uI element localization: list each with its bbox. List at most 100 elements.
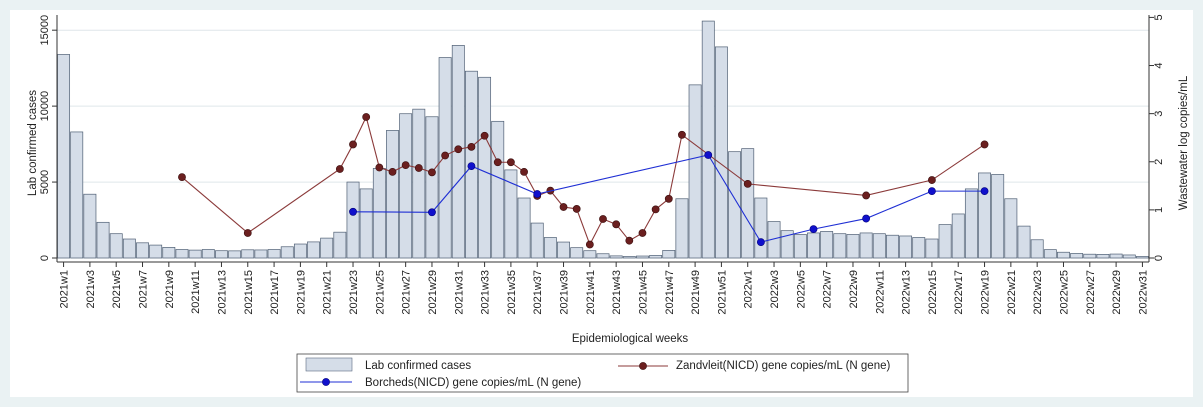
bar bbox=[807, 232, 820, 259]
series-marker bbox=[559, 203, 568, 211]
bar bbox=[1109, 253, 1123, 259]
bar bbox=[478, 76, 492, 259]
y-axis-right-label: Wastewater log copies/mL bbox=[1178, 75, 1190, 210]
bar bbox=[636, 255, 649, 259]
series-marker bbox=[756, 238, 765, 247]
x-tick-label: 2021w49 bbox=[690, 270, 702, 315]
bar bbox=[912, 237, 926, 259]
y-left-tick-label: 10000 bbox=[39, 91, 51, 122]
series-marker bbox=[599, 215, 607, 223]
y-left-tick-label: 5000 bbox=[39, 170, 51, 194]
legend-zandvleit-marker bbox=[639, 362, 647, 370]
bar bbox=[162, 247, 176, 259]
bar bbox=[1083, 253, 1097, 259]
series-marker bbox=[467, 162, 476, 170]
bar bbox=[504, 169, 518, 259]
series-marker bbox=[493, 158, 502, 167]
y-left-tick-label: 15000 bbox=[39, 15, 51, 46]
bar bbox=[833, 233, 847, 259]
x-tick-label: 2022w27 bbox=[1085, 270, 1097, 315]
bar bbox=[83, 193, 97, 259]
x-tick-label: 2021w15 bbox=[243, 270, 255, 315]
x-tick-label: 2021w13 bbox=[216, 270, 228, 315]
legend-bar-swatch bbox=[305, 357, 353, 372]
x-tick-label: 2021w29 bbox=[427, 270, 439, 315]
series-marker bbox=[533, 190, 542, 198]
x-tick-label: 2022w19 bbox=[980, 270, 992, 315]
bar bbox=[754, 197, 768, 259]
bar bbox=[70, 131, 84, 259]
series-marker bbox=[375, 163, 384, 172]
series-marker bbox=[585, 240, 594, 249]
bar bbox=[346, 181, 360, 259]
legend-box bbox=[296, 353, 909, 393]
bar bbox=[491, 120, 505, 259]
x-tick-label: 2022w7 bbox=[822, 270, 834, 309]
x-tick-label: 2022w17 bbox=[953, 270, 965, 315]
x-tick-label: 2022w23 bbox=[1032, 270, 1044, 315]
y-right-tick-label: 0 bbox=[1153, 255, 1165, 261]
x-tick-label: 2021w23 bbox=[348, 270, 360, 315]
bar bbox=[846, 234, 860, 259]
series-marker bbox=[980, 140, 989, 149]
x-tick-label: 2021w45 bbox=[637, 270, 649, 315]
lines-layer bbox=[178, 113, 989, 249]
series-marker bbox=[928, 187, 936, 196]
series-marker bbox=[467, 142, 476, 151]
x-tick-label: 2021w37 bbox=[532, 270, 544, 315]
series-marker bbox=[414, 164, 423, 172]
x-tick-label: 2021w7 bbox=[138, 270, 150, 309]
x-tick-label: 2021w21 bbox=[322, 270, 334, 315]
x-tick-label: 2022w15 bbox=[927, 270, 939, 315]
series-marker bbox=[651, 205, 660, 214]
series-marker bbox=[678, 130, 686, 139]
series-marker bbox=[638, 229, 647, 237]
x-tick-label: 2021w25 bbox=[374, 270, 386, 315]
bar bbox=[149, 244, 163, 259]
bar bbox=[728, 151, 741, 259]
bar bbox=[557, 241, 570, 259]
x-tick-label: 2022w13 bbox=[901, 270, 913, 315]
bar bbox=[925, 238, 939, 259]
x-axis-label: Epidemiological weeks bbox=[572, 333, 689, 345]
x-tick-label: 2022w5 bbox=[795, 270, 807, 309]
x-tick-label: 2021w35 bbox=[506, 270, 518, 315]
bar bbox=[122, 238, 136, 259]
series-marker bbox=[743, 179, 752, 188]
series-marker bbox=[612, 220, 621, 229]
series-marker bbox=[428, 208, 436, 217]
series-marker bbox=[980, 187, 989, 196]
bar bbox=[241, 249, 255, 259]
axes-layer: 0 5000 10000 15000 0 1 2 3 4 5 2021w1 2021w3 2021w5 2… bbox=[39, 14, 1165, 314]
bar bbox=[267, 249, 281, 259]
y-axis-left-label: Lab confirmed cases bbox=[27, 90, 39, 196]
y-right-tick-label: 5 bbox=[1153, 14, 1165, 20]
bar bbox=[543, 237, 557, 259]
legend-label-cases: Lab confirmed cases bbox=[365, 360, 471, 372]
series-marker bbox=[454, 145, 463, 154]
x-tick-label: 2021w41 bbox=[585, 270, 597, 315]
x-tick-label: 2022w21 bbox=[1006, 270, 1018, 315]
series-line bbox=[353, 154, 985, 243]
bar bbox=[938, 224, 952, 259]
bar bbox=[886, 234, 899, 259]
x-tick-label: 2021w31 bbox=[453, 270, 465, 315]
bar bbox=[701, 20, 715, 259]
bar bbox=[609, 255, 623, 259]
bar bbox=[359, 188, 373, 259]
bar bbox=[741, 148, 755, 259]
bar bbox=[767, 221, 781, 259]
bar bbox=[570, 247, 584, 259]
bar bbox=[649, 255, 663, 259]
bar bbox=[386, 130, 399, 259]
x-tick-label: 2022w1 bbox=[743, 270, 755, 309]
bar bbox=[991, 174, 1005, 259]
series-marker bbox=[401, 161, 410, 170]
bar bbox=[859, 232, 873, 259]
bar bbox=[188, 249, 202, 259]
x-tick-label: 2022w25 bbox=[1058, 270, 1070, 315]
bar bbox=[399, 113, 413, 259]
x-tick-label: 2021w5 bbox=[111, 270, 123, 309]
legend: Lab confirmed cases Zandvleit(NICD) gene… bbox=[296, 353, 909, 393]
